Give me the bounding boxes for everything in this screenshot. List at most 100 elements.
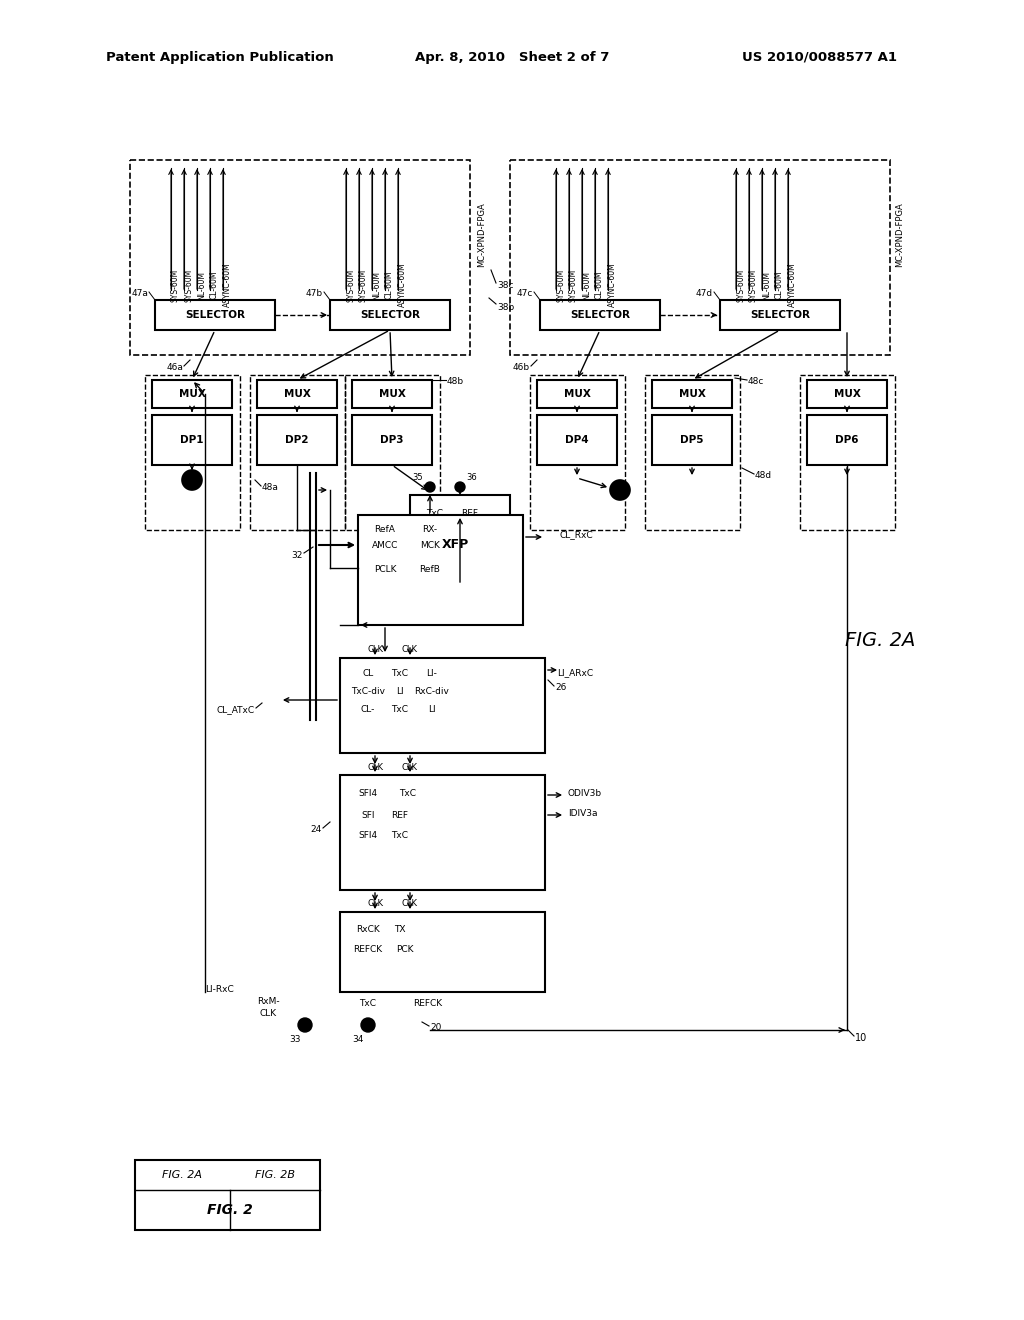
Text: MUX: MUX xyxy=(563,389,591,399)
Text: RxM-: RxM- xyxy=(257,998,280,1006)
Text: REF: REF xyxy=(391,810,409,820)
Bar xyxy=(152,414,232,465)
Text: CLK: CLK xyxy=(402,899,418,908)
Text: 48a: 48a xyxy=(262,483,279,492)
Circle shape xyxy=(610,480,630,500)
Bar xyxy=(652,380,732,408)
Text: TxC: TxC xyxy=(391,669,409,678)
Bar xyxy=(330,300,450,330)
Text: PCK: PCK xyxy=(396,945,414,954)
Text: RxC-div: RxC-div xyxy=(415,688,450,697)
Text: FIG. 2B: FIG. 2B xyxy=(255,1170,295,1180)
Bar xyxy=(645,375,740,531)
Bar xyxy=(530,375,625,531)
Text: Patent Application Publication: Patent Application Publication xyxy=(106,50,334,63)
Text: MC-XPND-FPGA: MC-XPND-FPGA xyxy=(477,203,486,268)
Bar xyxy=(257,414,337,465)
Bar xyxy=(510,160,890,355)
Bar xyxy=(340,657,545,752)
Text: IDIV3a: IDIV3a xyxy=(568,808,597,817)
Text: CLK: CLK xyxy=(402,645,418,655)
Text: RefA: RefA xyxy=(375,525,395,535)
Text: FIG. 2: FIG. 2 xyxy=(207,1203,253,1217)
Text: 34: 34 xyxy=(352,1035,364,1044)
Text: DP6: DP6 xyxy=(836,436,859,445)
Text: 32: 32 xyxy=(292,550,303,560)
Bar xyxy=(537,414,617,465)
Text: 36: 36 xyxy=(467,474,477,483)
Text: 38b: 38b xyxy=(497,304,514,313)
Bar xyxy=(257,380,337,408)
Text: ODIV3b: ODIV3b xyxy=(568,788,602,797)
Text: US 2010/0088577 A1: US 2010/0088577 A1 xyxy=(742,50,897,63)
Text: CLK: CLK xyxy=(402,763,418,771)
Text: MC-XPND-FPGA: MC-XPND-FPGA xyxy=(896,203,904,268)
Text: 26: 26 xyxy=(555,684,566,693)
Text: SYS-60M: SYS-60M xyxy=(556,268,565,302)
Text: REFCK: REFCK xyxy=(414,998,442,1007)
Text: 47a: 47a xyxy=(131,289,148,298)
Bar xyxy=(540,300,660,330)
Text: SELECTOR: SELECTOR xyxy=(750,310,810,319)
Text: TxC: TxC xyxy=(391,705,409,714)
Text: REF: REF xyxy=(462,508,478,517)
Text: SFI4: SFI4 xyxy=(358,830,378,840)
Text: 33: 33 xyxy=(289,1035,301,1044)
Text: SELECTOR: SELECTOR xyxy=(185,310,245,319)
Text: MUX: MUX xyxy=(178,389,206,399)
Bar xyxy=(807,380,887,408)
Text: PCLK: PCLK xyxy=(374,565,396,574)
Text: DP5: DP5 xyxy=(680,436,703,445)
Text: NL-60M: NL-60M xyxy=(582,271,591,300)
Text: XFP: XFP xyxy=(441,539,469,552)
Text: MUX: MUX xyxy=(679,389,706,399)
Text: MUX: MUX xyxy=(834,389,860,399)
Text: ASYNC-60M: ASYNC-60M xyxy=(608,263,617,308)
Text: RX-: RX- xyxy=(423,525,437,535)
Text: 48c: 48c xyxy=(748,378,764,387)
Text: CLK: CLK xyxy=(367,645,383,655)
Text: DP3: DP3 xyxy=(380,436,403,445)
Text: B: B xyxy=(616,484,624,495)
Text: 35: 35 xyxy=(413,474,423,483)
Text: SYS-60M: SYS-60M xyxy=(171,268,180,302)
Text: MUX: MUX xyxy=(284,389,310,399)
Text: LI: LI xyxy=(396,688,403,697)
Bar xyxy=(340,775,545,890)
Text: 47c: 47c xyxy=(517,289,534,298)
Text: Apr. 8, 2010   Sheet 2 of 7: Apr. 8, 2010 Sheet 2 of 7 xyxy=(415,50,609,63)
Bar xyxy=(352,414,432,465)
Bar xyxy=(352,380,432,408)
Text: TxC-div: TxC-div xyxy=(351,688,385,697)
Text: SFI: SFI xyxy=(361,810,375,820)
Text: 38c: 38c xyxy=(497,281,513,289)
Text: SYS-60M: SYS-60M xyxy=(359,268,368,302)
Bar xyxy=(720,300,840,330)
Text: SFI4: SFI4 xyxy=(358,788,378,797)
Text: MUX: MUX xyxy=(379,389,406,399)
Text: CL-60M: CL-60M xyxy=(210,271,219,300)
Text: SYS-60M: SYS-60M xyxy=(749,268,758,302)
Bar xyxy=(807,414,887,465)
Text: CL: CL xyxy=(362,669,374,678)
Text: TxC: TxC xyxy=(359,998,377,1007)
Text: TxC: TxC xyxy=(399,788,417,797)
Bar xyxy=(135,1160,319,1230)
Text: 46b: 46b xyxy=(513,363,530,372)
Bar xyxy=(250,375,345,531)
Text: 48b: 48b xyxy=(447,378,464,387)
Bar xyxy=(537,380,617,408)
Text: SYS-60M: SYS-60M xyxy=(184,268,193,302)
Text: 47b: 47b xyxy=(306,289,323,298)
Text: SELECTOR: SELECTOR xyxy=(570,310,630,319)
Bar xyxy=(145,375,240,531)
Text: FIG. 2A: FIG. 2A xyxy=(845,631,915,649)
Bar xyxy=(130,160,470,355)
Text: CL-60M: CL-60M xyxy=(775,271,784,300)
Text: 20: 20 xyxy=(430,1023,441,1032)
Bar xyxy=(155,300,275,330)
Text: RefB: RefB xyxy=(420,565,440,574)
Text: REFCK: REFCK xyxy=(353,945,383,954)
Text: MCK: MCK xyxy=(420,540,440,549)
Text: A: A xyxy=(188,475,196,484)
